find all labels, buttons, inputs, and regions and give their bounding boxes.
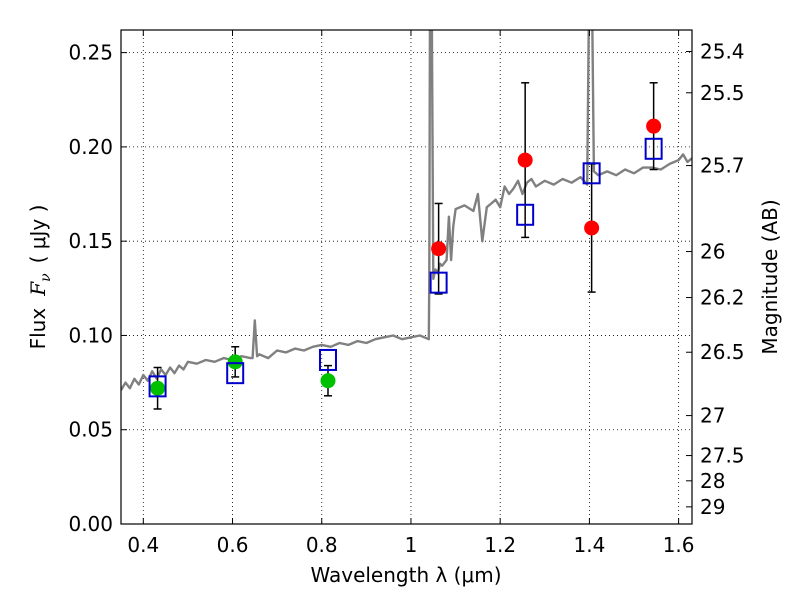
- plot-background: [121, 30, 692, 524]
- observed-optical-marker: [320, 373, 336, 389]
- axis-ticks: [121, 30, 692, 525]
- model-photometry-marker: [226, 362, 245, 385]
- y2-tick-label: 28: [700, 469, 725, 493]
- y-axis-label-unit: ( μJy ): [26, 205, 50, 264]
- y2-axis-label: Magnitude (AB): [758, 199, 782, 354]
- x-tick-label: 0.4: [127, 533, 159, 557]
- x-tick-label: 1.4: [573, 533, 605, 557]
- y2-tick-label: 27: [700, 404, 725, 428]
- y-axis-label: Flux Fν ( μJy ): [26, 205, 54, 350]
- observed-optical-marker: [227, 354, 243, 370]
- y-axis-label-subscript: ν: [38, 273, 54, 282]
- y2-tick-label: 25.4: [700, 39, 745, 63]
- observed-nir-marker: [517, 152, 533, 168]
- y2-tick-label: 29: [700, 495, 725, 519]
- x-tick-label: 0.6: [217, 533, 249, 557]
- y2-tick-label: 26.5: [700, 340, 745, 364]
- model-photometry-marker: [582, 162, 601, 185]
- y-tick-label: 0.10: [68, 323, 113, 347]
- x-axis-label: Wavelength λ (μm): [310, 563, 501, 587]
- y2-tick-label: 25.7: [700, 154, 745, 178]
- model-photometry-marker: [516, 203, 535, 226]
- y-tick-label: 0.05: [68, 418, 113, 442]
- spectrum-layer: [121, 30, 692, 391]
- x-tick-label: 1: [405, 533, 418, 557]
- y-axis-label-symbol: F: [26, 281, 50, 297]
- y2-tick-label: 26: [700, 240, 725, 264]
- y2-tick-label: 25.5: [700, 81, 745, 105]
- y-axis-label-text: Flux: [26, 308, 50, 350]
- x-tick-label: 1.6: [663, 533, 695, 557]
- y-tick-label: 0.15: [68, 229, 113, 253]
- model-photometry-marker: [644, 137, 663, 160]
- y2-tick-label: 27.5: [700, 444, 745, 468]
- y-tick-label: 0.25: [68, 41, 113, 65]
- plot-frame: [120, 29, 693, 525]
- tick-labels: 0.4 0.6 0.8 1 1.2 1.4 1.6 0.00 0.05 0.10 0.15 0.20 0…: [68, 39, 744, 557]
- template-spectrum-line: [121, 30, 692, 391]
- observed-nir-marker: [646, 118, 662, 134]
- observed-nir-marker: [584, 220, 600, 236]
- observed-optical-marker: [150, 380, 166, 396]
- observed-nir-marker: [431, 241, 447, 257]
- y-tick-label: 0.20: [68, 135, 113, 159]
- x-tick-label: 1.2: [484, 533, 516, 557]
- model-photometry-marker: [318, 348, 337, 371]
- markers: [148, 118, 663, 398]
- y2-tick-label: 26.2: [700, 286, 745, 310]
- y-tick-label: 0.00: [68, 512, 113, 536]
- model-photometry-marker: [429, 271, 448, 294]
- model-photometry-marker: [148, 375, 167, 398]
- x-tick-label: 0.8: [306, 533, 338, 557]
